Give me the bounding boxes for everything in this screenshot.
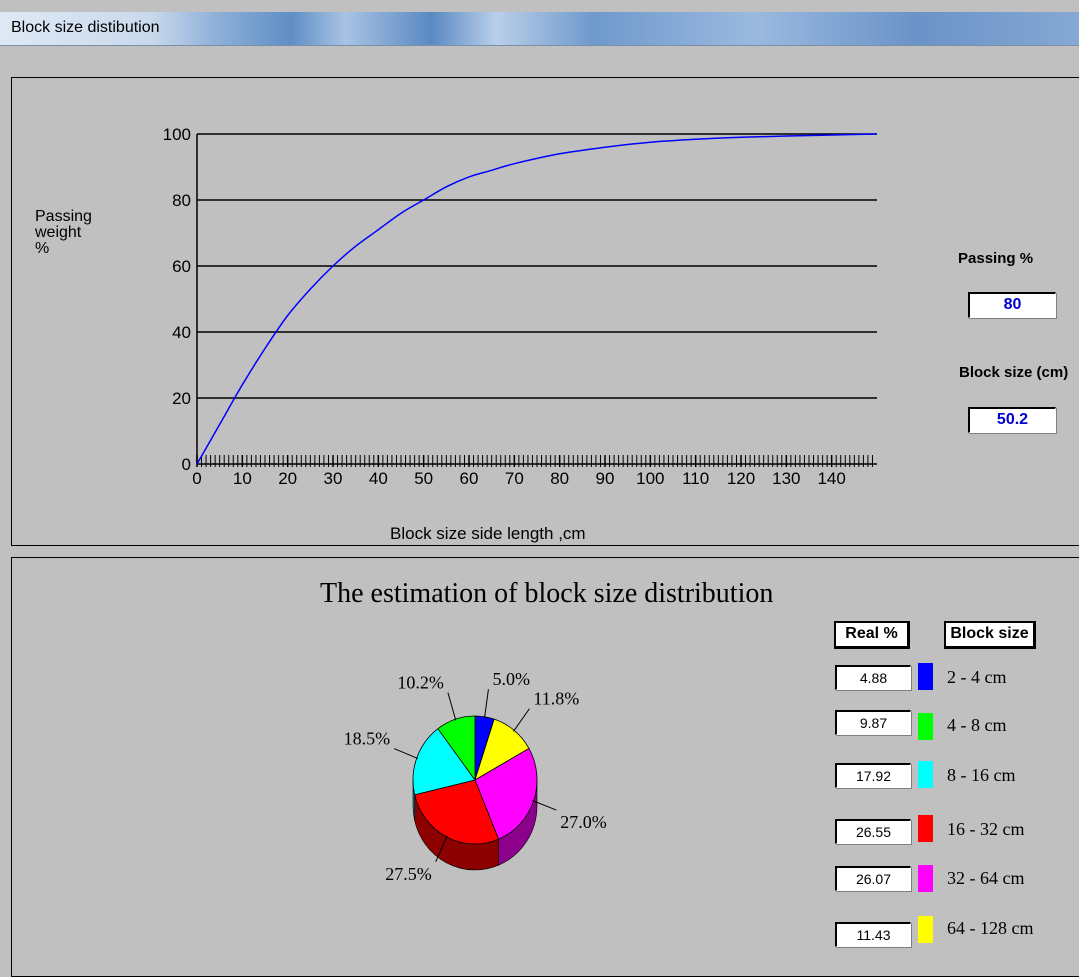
x-tick-label: 50 bbox=[414, 469, 433, 488]
real-percent-header: Real % bbox=[834, 621, 910, 649]
x-tick-label: 110 bbox=[682, 469, 709, 488]
legend-range: 2 - 4 cm bbox=[947, 667, 1007, 687]
pie-slice-label: 27.5% bbox=[385, 864, 432, 884]
curve-panel bbox=[11, 77, 1079, 546]
y-tick-label: 20 bbox=[172, 389, 191, 408]
y-tick-label: 0 bbox=[182, 455, 191, 474]
pie-leader-line bbox=[447, 692, 457, 721]
y-axis-label: Passing weight % bbox=[35, 209, 92, 257]
pie-leader-line bbox=[532, 800, 557, 811]
pie-slice-label: 27.0% bbox=[560, 812, 607, 832]
x-tick-label: 20 bbox=[278, 469, 297, 488]
pie-leader-line bbox=[393, 748, 419, 760]
passing-label: Passing % bbox=[958, 250, 1034, 267]
y-tick-label: 80 bbox=[172, 191, 191, 210]
y-axis-label-line: weight bbox=[35, 224, 82, 241]
legend-swatch bbox=[918, 663, 933, 690]
y-tick-label: 40 bbox=[172, 323, 191, 342]
legend-range: 4 - 8 cm bbox=[947, 715, 1007, 735]
x-tick-label: 120 bbox=[727, 469, 755, 488]
x-tick-label: 10 bbox=[233, 469, 252, 488]
x-tick-label: 100 bbox=[636, 469, 664, 488]
y-axis-label-line: % bbox=[35, 240, 50, 257]
real-percent-field[interactable]: 9.87 bbox=[835, 710, 911, 735]
x-tick-label: 140 bbox=[817, 469, 845, 488]
x-tick-label: 90 bbox=[596, 469, 615, 488]
real-percent-field[interactable]: 17.92 bbox=[835, 763, 911, 788]
real-percent-field[interactable]: 11.43 bbox=[835, 922, 911, 947]
title-bar[interactable]: Block size distibution bbox=[0, 12, 1079, 46]
legend-range: 64 - 128 cm bbox=[947, 918, 1034, 938]
block-size-input[interactable]: 50.2 bbox=[968, 407, 1056, 433]
pie-slice-label: 11.8% bbox=[533, 689, 579, 709]
passing-input[interactable]: 80 bbox=[968, 292, 1056, 318]
pie-leader-line bbox=[435, 835, 448, 863]
legend-range: 16 - 32 cm bbox=[947, 819, 1025, 839]
pie-slice-label: 5.0% bbox=[492, 669, 530, 689]
pie-title: The estimation of block size distributio… bbox=[320, 578, 774, 609]
x-tick-label: 130 bbox=[772, 469, 800, 488]
passing-curve-chart: 0 20 40 60 80 100 0 10 20 30 40 50 60 70 80 90 100 110 120… bbox=[163, 125, 878, 488]
x-tick-label: 60 bbox=[460, 469, 479, 488]
x-axis-label: Block size side length ,cm bbox=[390, 524, 586, 543]
y-axis-label-line: Passing bbox=[35, 208, 92, 225]
block-size-header: Block size bbox=[944, 621, 1036, 649]
legend-range: 32 - 64 cm bbox=[947, 868, 1025, 888]
y-tick-label: 60 bbox=[172, 257, 191, 276]
x-tick-label: 80 bbox=[550, 469, 569, 488]
window-title: Block size distibution bbox=[11, 19, 160, 36]
pie-leader-line bbox=[513, 708, 530, 732]
pie-leader-line bbox=[484, 689, 489, 719]
real-percent-field[interactable]: 26.07 bbox=[835, 866, 911, 891]
passing-curve-line bbox=[196, 133, 878, 465]
x-tick-label: 70 bbox=[505, 469, 524, 488]
real-percent-field[interactable]: 4.88 bbox=[835, 665, 911, 690]
x-tick-label: 30 bbox=[324, 469, 343, 488]
pie-slice-label: 10.2% bbox=[397, 673, 444, 693]
block-size-label: Block size (cm) bbox=[959, 364, 1069, 381]
real-percent-field[interactable]: 26.55 bbox=[835, 819, 911, 844]
pie-slice-label: 18.5% bbox=[344, 729, 391, 749]
legend-swatch bbox=[918, 815, 933, 842]
x-tick-label: 40 bbox=[369, 469, 388, 488]
legend-swatch bbox=[918, 865, 933, 892]
legend-range: 8 - 16 cm bbox=[947, 765, 1016, 785]
legend-swatch bbox=[918, 916, 933, 943]
legend-swatch bbox=[918, 713, 933, 740]
x-tick-label: 0 bbox=[192, 469, 201, 488]
legend-swatch bbox=[918, 761, 933, 788]
y-tick-label: 100 bbox=[163, 125, 191, 144]
